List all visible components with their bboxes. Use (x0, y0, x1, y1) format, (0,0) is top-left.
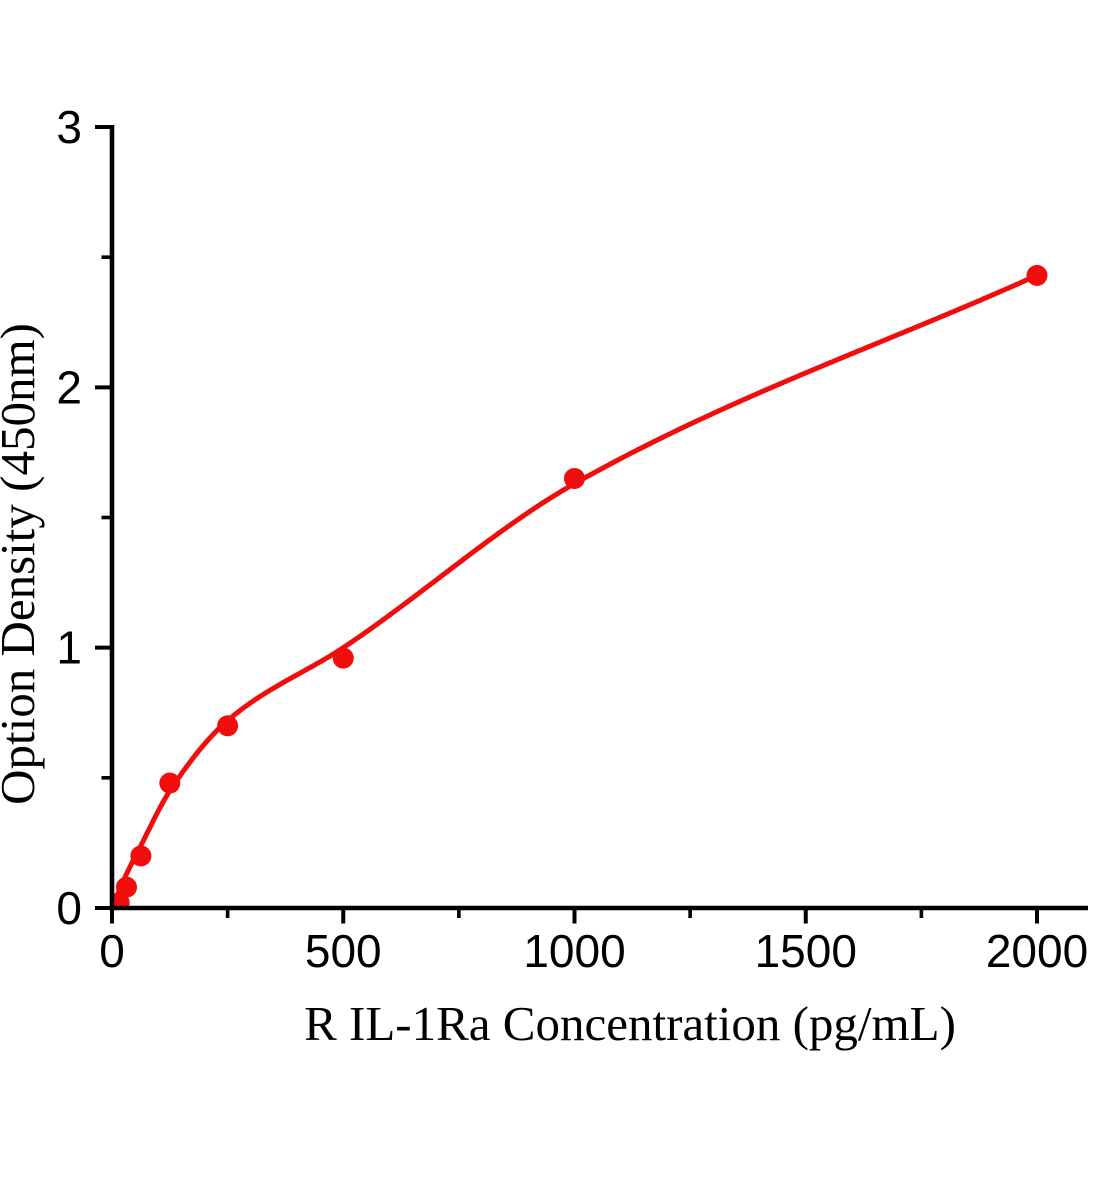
x-tick-label: 2000 (986, 925, 1088, 977)
axes-layer: 0 500 1000 1500 2000 0 1 2 3 (56, 101, 1088, 977)
data-point (564, 467, 585, 489)
y-tick-label: 0 (56, 882, 82, 934)
data-point (217, 715, 239, 737)
x-axis-label: R IL-1Ra Concentration (pg/mL) (304, 996, 956, 1051)
data-point (1026, 264, 1048, 286)
x-tick-label: 0 (99, 925, 125, 977)
y-tick-label: 1 (56, 622, 82, 674)
data-point (115, 876, 137, 898)
data-point (332, 647, 354, 669)
x-tick-label: 500 (305, 925, 382, 977)
fit-curve (112, 272, 1040, 908)
y-tick-label: 3 (56, 101, 82, 153)
y-tick-label: 2 (56, 361, 82, 413)
data-point (159, 772, 181, 794)
y-axis-label: Option Density (450nm) (0, 323, 45, 805)
x-tick-label: 1000 (523, 925, 625, 977)
data-layer (112, 264, 1048, 908)
x-tick-label: 1500 (755, 925, 857, 977)
data-point (130, 845, 152, 867)
